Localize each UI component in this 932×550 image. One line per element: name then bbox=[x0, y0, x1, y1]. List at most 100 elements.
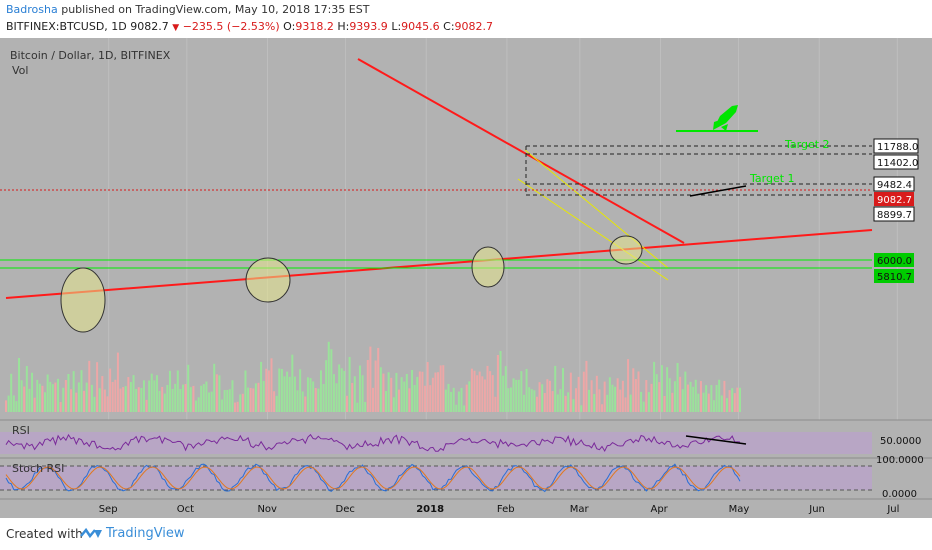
volume-bar bbox=[439, 365, 442, 412]
volume-bar bbox=[483, 379, 486, 412]
volume-bar bbox=[361, 375, 364, 412]
volume-bar bbox=[10, 373, 13, 412]
volume-bar bbox=[145, 399, 148, 412]
volume-bar bbox=[528, 387, 531, 412]
volume-bar bbox=[119, 388, 122, 412]
volume-bar bbox=[340, 368, 343, 412]
highlight-circle-sep[interactable] bbox=[60, 267, 106, 333]
volume-bar bbox=[554, 365, 557, 412]
descending-resistance-trendline[interactable] bbox=[357, 58, 685, 244]
volume-bar bbox=[416, 376, 419, 412]
volume-bar bbox=[234, 402, 237, 412]
volume-bar bbox=[668, 378, 671, 412]
volume-bar bbox=[111, 381, 114, 412]
rsi-label: RSI bbox=[12, 424, 30, 437]
volume-bar bbox=[403, 381, 406, 412]
volume-bar bbox=[153, 380, 156, 412]
volume-bar bbox=[489, 371, 492, 412]
author-link[interactable]: Badrosha bbox=[6, 3, 58, 16]
volume-bar bbox=[33, 397, 36, 412]
volume-bar bbox=[645, 380, 648, 412]
volume-bar bbox=[213, 363, 216, 412]
volume-bar bbox=[265, 368, 268, 412]
highlight-circle-feb[interactable] bbox=[471, 246, 505, 288]
volume-bar bbox=[296, 390, 299, 412]
price-tag-5810-text: 5810.7 bbox=[877, 272, 912, 283]
price-chart[interactable]: Target 1 Target 2 Bitcoin / Dollar, 1D, … bbox=[0, 38, 932, 518]
volume-bar bbox=[572, 399, 575, 412]
volume-bar bbox=[309, 378, 312, 412]
volume-bar bbox=[372, 387, 374, 412]
chart-area[interactable]: Target 1 Target 2 Bitcoin / Dollar, 1D, … bbox=[0, 38, 932, 518]
pane-title: Bitcoin / Dollar, 1D, BITFINEX bbox=[10, 49, 171, 62]
volume-bar bbox=[598, 389, 601, 412]
time-tick-label: Nov bbox=[257, 504, 277, 515]
time-tick-label: Sep bbox=[99, 504, 118, 515]
volume-bar bbox=[288, 376, 291, 412]
long-term-support-trendline[interactable] bbox=[5, 229, 873, 299]
volume-bar bbox=[205, 381, 208, 412]
volume-bar bbox=[166, 385, 169, 412]
volume-bar bbox=[608, 377, 611, 412]
volume-bar bbox=[465, 384, 468, 412]
volume-bar bbox=[606, 394, 609, 412]
volume-bar bbox=[577, 376, 580, 412]
volume-bar bbox=[679, 376, 682, 412]
volume-bar bbox=[62, 387, 65, 412]
volume-bar bbox=[450, 391, 453, 412]
publish-text: published on TradingView.com, May 10, 20… bbox=[57, 3, 370, 16]
last-price: 9082.7 bbox=[130, 20, 169, 33]
volume-bar bbox=[619, 389, 622, 412]
volume-bar bbox=[699, 381, 702, 412]
highlight-circle-apr[interactable] bbox=[609, 235, 643, 265]
volume-bar bbox=[335, 383, 338, 412]
channel-lower-line[interactable] bbox=[524, 149, 669, 269]
rising-wedge-line[interactable] bbox=[689, 185, 747, 197]
volume-bar bbox=[85, 382, 88, 412]
volume-bar bbox=[124, 386, 127, 412]
channel-upper-line[interactable] bbox=[517, 178, 669, 281]
volume-bar bbox=[228, 389, 231, 412]
volume-bar bbox=[564, 395, 567, 412]
volume-bar bbox=[411, 369, 414, 412]
volume-bar bbox=[543, 393, 546, 412]
volume-bar bbox=[731, 388, 734, 412]
volume-bar bbox=[80, 370, 83, 412]
low-value: 9045.6 bbox=[401, 20, 440, 33]
volume-bar bbox=[366, 360, 369, 412]
tradingview-link[interactable]: TradingView bbox=[106, 526, 185, 541]
volume-bar bbox=[51, 384, 54, 412]
volume-bar bbox=[241, 393, 244, 412]
volume-bar bbox=[195, 400, 198, 412]
volume-bar bbox=[660, 365, 663, 412]
volume-bar bbox=[444, 389, 447, 412]
volume-label: Vol bbox=[12, 64, 28, 77]
time-tick-label: Jul bbox=[886, 504, 899, 515]
volume-bar bbox=[671, 392, 674, 412]
volume-bar bbox=[520, 371, 523, 412]
volume-bar bbox=[137, 387, 140, 412]
volume-bar bbox=[720, 395, 723, 412]
volume-bar bbox=[611, 384, 614, 412]
volume-bar bbox=[231, 380, 234, 412]
volume-bar bbox=[291, 354, 294, 412]
volume-bar bbox=[247, 387, 250, 412]
highlight-circle-nov[interactable] bbox=[245, 257, 291, 303]
volume-bar bbox=[392, 397, 395, 412]
volume-bar bbox=[181, 384, 184, 412]
volume-bar bbox=[585, 360, 588, 412]
volume-bar bbox=[101, 376, 104, 412]
price-tag-8899 bbox=[873, 206, 915, 222]
price-tag-11788-text: 11788.0 bbox=[877, 142, 918, 153]
time-axis: Sep Oct Nov Dec 2018 Feb Mar Apr May Jun Jul bbox=[99, 504, 900, 515]
volume-bar bbox=[692, 386, 695, 412]
footer: Created with TradingView bbox=[0, 518, 932, 550]
volume-bar bbox=[59, 402, 62, 412]
rsi-divergence-line[interactable] bbox=[685, 435, 747, 445]
volume-bar bbox=[627, 359, 630, 412]
stoch-axis-top: 100.0000 bbox=[876, 455, 924, 466]
price-tag-8899-text: 8899.7 bbox=[877, 210, 912, 221]
volume-bar bbox=[304, 396, 307, 412]
volume-bar bbox=[54, 382, 57, 412]
low-label: L: bbox=[391, 20, 402, 33]
